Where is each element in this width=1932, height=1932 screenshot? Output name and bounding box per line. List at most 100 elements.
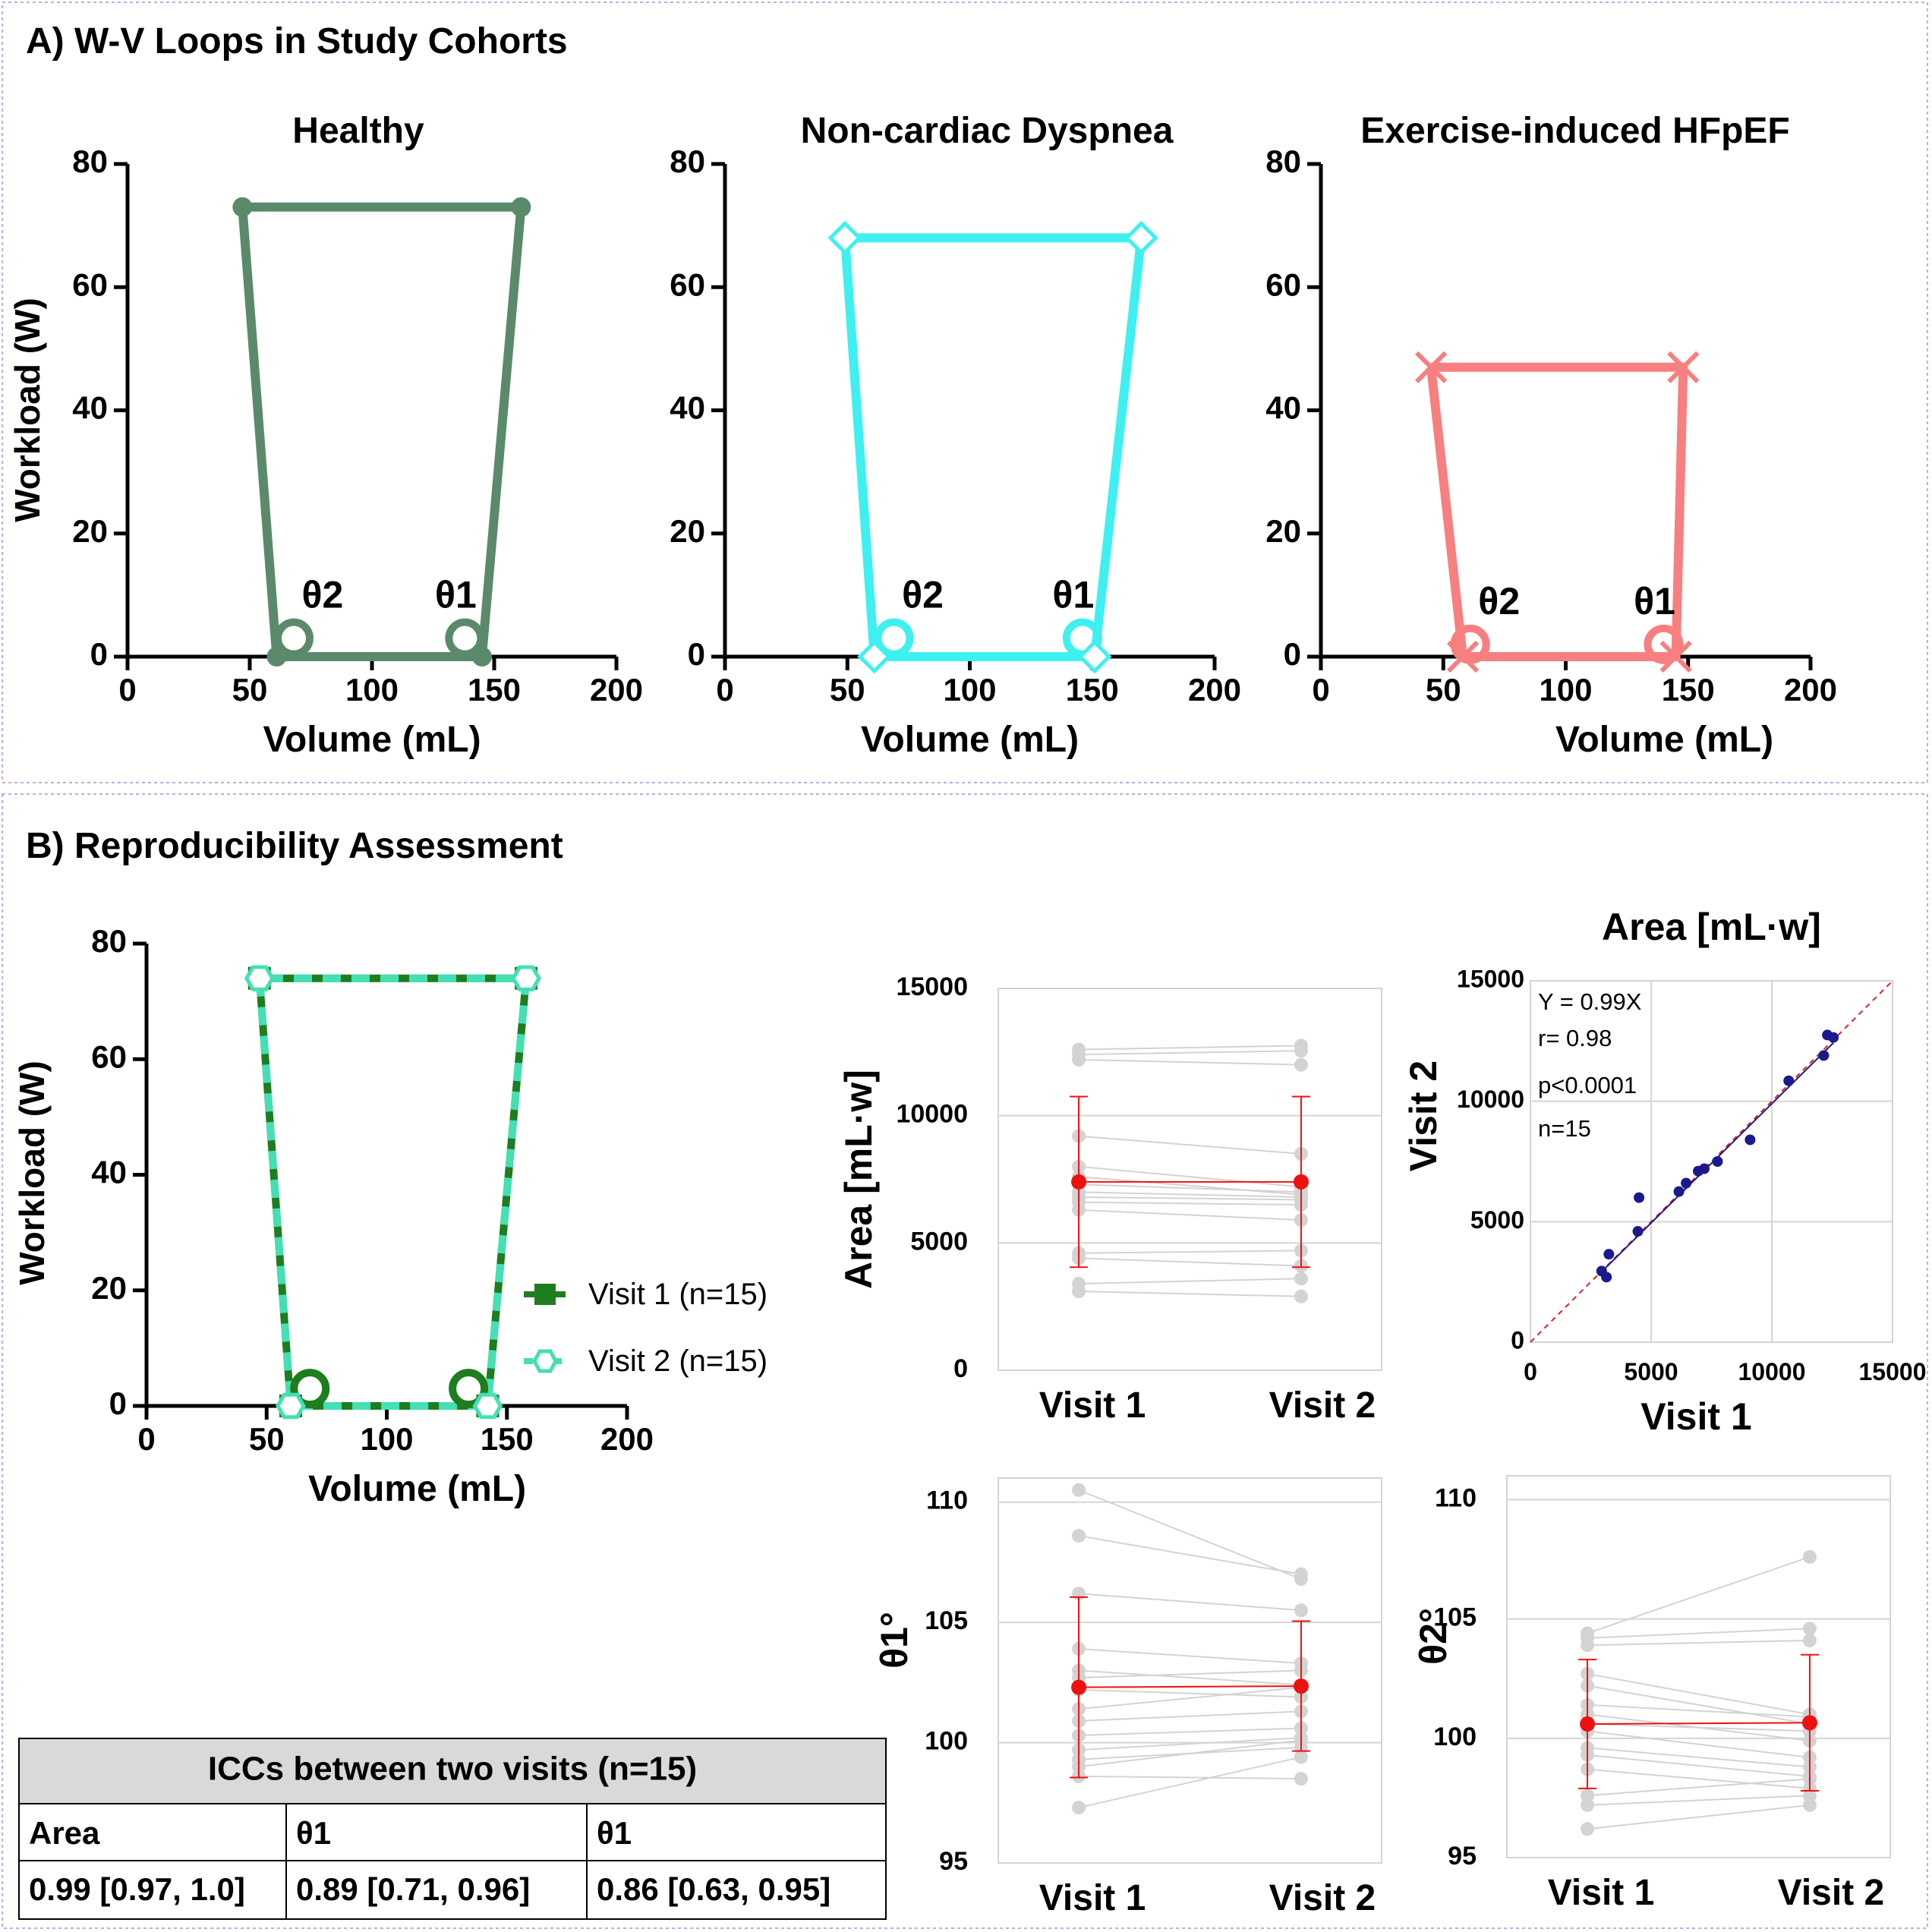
paired-line	[1587, 1747, 1811, 1768]
paired-line	[1587, 1628, 1810, 1639]
visit2-point	[1294, 1044, 1308, 1058]
x-tick-label: 0	[716, 672, 733, 708]
y-tick-label: 110	[1435, 1483, 1477, 1512]
y-tick-label: 40	[91, 1155, 127, 1190]
angle-arc	[1644, 624, 1684, 664]
x-tick-label: 100	[345, 672, 399, 708]
y-axis-label: Area [mL·w]	[837, 1070, 880, 1289]
loop-vertex-marker	[1659, 640, 1692, 673]
x-tick-label: 200	[1784, 672, 1837, 708]
paired-line	[1079, 1727, 1301, 1737]
loop-vertex-marker	[244, 965, 275, 991]
panel-b-title: B) Reproducibility Assessment	[26, 826, 563, 866]
loop-vertex-marker	[1077, 639, 1112, 674]
mean-point	[1293, 1174, 1309, 1190]
paired-line	[1587, 1722, 1810, 1732]
angle-arc	[273, 618, 314, 658]
scatter-point	[1603, 1249, 1615, 1260]
scatter-point	[1698, 1163, 1710, 1174]
visit1-point	[1072, 1483, 1086, 1497]
paired-line	[1587, 1639, 1810, 1647]
y-tick-label: 40	[670, 390, 705, 426]
x-tick-label: 150	[1662, 672, 1715, 708]
paired-line	[1079, 1257, 1301, 1267]
chart-title: Healthy	[292, 111, 424, 151]
loop-vertex-marker	[472, 1392, 503, 1420]
icc-table-header-bg	[18, 1738, 887, 1804]
loop-line	[255, 974, 531, 1410]
theta1-paired-chart: 95 100 105 110 Visit 1 Visit 2 θ1°	[873, 1477, 1382, 1918]
loop-line	[255, 974, 531, 1410]
visit2-point	[1294, 1603, 1308, 1618]
x-tick-label: 50	[1426, 672, 1461, 708]
angle-label-θ2: θ2	[302, 574, 344, 616]
loop-vertex-marker	[1446, 640, 1480, 673]
y-tick-label: 60	[1265, 266, 1301, 302]
y-tick-label: 60	[670, 266, 705, 302]
paired-line	[1079, 1209, 1301, 1221]
x-tick-label: 50	[830, 672, 865, 708]
y-tick-label: 105	[1433, 1603, 1477, 1632]
scatter-point	[1744, 1134, 1756, 1146]
loop-vertex-marker	[857, 639, 892, 674]
x-tick-label: 150	[468, 672, 521, 708]
scatter-point	[1632, 1226, 1644, 1237]
paired-line	[1079, 1291, 1301, 1297]
paired-line	[1079, 1045, 1301, 1051]
x-tick-label: 200	[600, 1421, 654, 1457]
chart-title: Area [mL·w]	[1602, 906, 1821, 948]
stats-annotation: p<0.0001	[1538, 1072, 1637, 1098]
paired-line	[1078, 1669, 1302, 1686]
scatter-point	[1828, 1032, 1839, 1043]
loop-vertex-marker	[827, 220, 862, 255]
loop-chart-hfpef: 0 50 100 150 200 0 20 40 60 80 Exercise-induced HF…	[1265, 111, 1837, 760]
angle-arc	[290, 1369, 330, 1409]
x-tick-label: 150	[481, 1421, 534, 1457]
paired-line	[1078, 1686, 1302, 1710]
mean-point	[1801, 1715, 1817, 1731]
x-tick-label: 0	[137, 1421, 155, 1457]
y-tick-label: 40	[1265, 390, 1301, 426]
loop-vertex-marker	[232, 197, 253, 217]
scatter-point	[1673, 1186, 1685, 1197]
y-tick-label: 20	[72, 513, 108, 549]
visit1-point	[1072, 1801, 1086, 1815]
stats-annotation: r= 0.98	[1538, 1025, 1612, 1051]
loop-vertex-marker	[511, 965, 541, 991]
scatter-point	[1634, 1192, 1645, 1203]
y-tick-label: 0	[90, 636, 108, 672]
loop-vertex-marker	[1124, 220, 1158, 255]
visit2-point	[1802, 1633, 1817, 1647]
x-axis-label: Visit 1	[1640, 1395, 1751, 1438]
visit2-point	[1294, 1289, 1308, 1303]
visit2-point	[1802, 1549, 1817, 1564]
loop-line	[840, 233, 1146, 661]
legend-visit2-marker	[532, 1349, 558, 1373]
visit2-point	[1802, 1798, 1817, 1812]
mean-point	[1293, 1678, 1309, 1694]
x-tick-label: 15000	[1859, 1358, 1927, 1385]
y-tick-label: 80	[72, 143, 108, 179]
visit1-point	[1581, 1789, 1595, 1803]
y-tick-label: 100	[925, 1727, 968, 1756]
visit2-point	[1294, 1750, 1308, 1764]
paired-line	[1587, 1704, 1811, 1718]
paired-line	[1587, 1685, 1811, 1725]
y-tick-label: 60	[91, 1038, 127, 1074]
x-tick-label: 5000	[1624, 1358, 1678, 1385]
y-tick-label: 15000	[1457, 965, 1524, 992]
paired-line	[1079, 1278, 1301, 1284]
visit1-point	[1581, 1798, 1595, 1812]
legend-visit1-marker	[534, 1284, 556, 1305]
loop-chart-healthy: 0 50 100 150 200 0 20 40 60 80 Healthy Volume (mL) θ…	[72, 111, 643, 760]
mean-line	[1587, 1722, 1810, 1725]
visit2-point	[1802, 1789, 1817, 1803]
angle-arc	[449, 1369, 489, 1409]
y-tick-label: 60	[72, 266, 108, 302]
y-tick-label: 100	[1433, 1722, 1477, 1751]
paired-line	[1078, 1756, 1302, 1809]
loop-chart-noncardiac: 0 50 100 150 200 0 20 40 60 80 Non-cardiac Dyspnea…	[670, 111, 1241, 760]
y-axis-label: θ2°	[1412, 1608, 1455, 1665]
loop-vertex-marker	[511, 197, 531, 217]
